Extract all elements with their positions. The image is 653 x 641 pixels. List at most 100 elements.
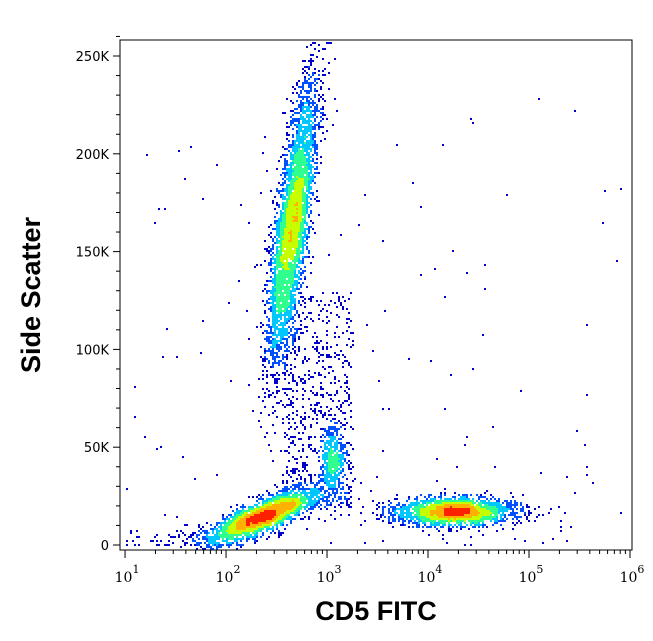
event-dot — [252, 536, 254, 538]
event-dot — [286, 224, 288, 226]
event-dot — [318, 480, 320, 482]
event-dot — [294, 436, 296, 438]
event-dot — [236, 526, 238, 528]
event-dot — [262, 152, 264, 154]
event-dot — [414, 520, 416, 522]
event-dot — [408, 496, 410, 498]
event-dot — [274, 304, 276, 306]
event-dot — [304, 498, 306, 500]
event-dot — [284, 300, 286, 302]
event-dot — [306, 120, 308, 122]
event-dot — [406, 516, 408, 518]
event-dot — [300, 124, 302, 126]
event-dot — [420, 516, 422, 518]
event-dot — [282, 254, 284, 256]
event-dot — [268, 280, 270, 282]
event-dot — [308, 228, 310, 230]
event-dot — [318, 352, 320, 354]
event-dot — [312, 60, 314, 62]
event-dot — [440, 496, 442, 498]
event-dot — [330, 42, 332, 44]
event-dot — [278, 190, 280, 192]
event-dot — [288, 496, 290, 498]
event-dot — [302, 242, 304, 244]
event-dot — [266, 330, 268, 332]
event-dot — [340, 498, 342, 500]
event-dot — [284, 306, 286, 308]
event-dot — [324, 114, 326, 116]
event-dot — [272, 352, 274, 354]
event-dot — [318, 518, 320, 520]
event-dot — [230, 534, 232, 536]
event-dot — [284, 500, 286, 502]
event-dot — [262, 508, 264, 510]
event-dot — [292, 180, 294, 182]
event-dot — [298, 174, 300, 176]
event-dot — [298, 288, 300, 290]
event-dot — [292, 146, 294, 148]
event-dot — [382, 508, 384, 510]
event-dot — [308, 146, 310, 148]
event-dot — [272, 202, 274, 204]
event-dot — [270, 342, 272, 344]
event-dot — [292, 234, 294, 236]
event-dot — [282, 248, 284, 250]
event-dot — [422, 500, 424, 502]
event-dot — [274, 242, 276, 244]
event-dot — [342, 436, 344, 438]
event-dot — [214, 540, 216, 542]
event-dot — [300, 218, 302, 220]
event-dot — [300, 196, 302, 198]
event-dot — [308, 474, 310, 476]
event-dot — [326, 456, 328, 458]
event-dot — [296, 228, 298, 230]
event-dot — [312, 114, 314, 116]
event-dot — [296, 226, 298, 228]
event-dot — [306, 234, 308, 236]
event-dot — [292, 342, 294, 344]
event-dot — [298, 262, 300, 264]
event-dot — [296, 108, 298, 110]
event-dot — [350, 444, 352, 446]
event-dot — [416, 516, 418, 518]
event-dot — [236, 542, 238, 544]
event-dot — [306, 208, 308, 210]
event-dot — [294, 142, 296, 144]
event-dot — [290, 214, 292, 216]
event-dot — [306, 228, 308, 230]
event-dot — [280, 322, 282, 324]
event-dot — [316, 402, 318, 404]
event-dot — [304, 516, 306, 518]
event-dot — [314, 106, 316, 108]
event-dot — [278, 496, 280, 498]
event-dot — [268, 502, 270, 504]
event-dot — [354, 478, 356, 480]
event-dot — [498, 506, 500, 508]
event-dot — [440, 520, 442, 522]
event-dot — [292, 506, 294, 508]
event-dot — [278, 324, 280, 326]
event-dot — [314, 450, 316, 452]
event-dot — [300, 188, 302, 190]
event-dot — [292, 244, 294, 246]
event-dot — [454, 496, 456, 498]
event-dot — [288, 516, 290, 518]
x-tick-base: 10 — [115, 570, 133, 586]
event-dot — [494, 508, 496, 510]
event-dot — [288, 174, 290, 176]
event-dot — [282, 234, 284, 236]
event-dot — [314, 84, 316, 86]
event-dot — [324, 428, 326, 430]
event-dot — [220, 546, 222, 548]
event-dot — [428, 506, 430, 508]
event-dot — [272, 334, 274, 336]
event-dot — [276, 276, 278, 278]
event-dot — [300, 176, 302, 178]
event-dot — [346, 400, 348, 402]
event-dot — [214, 536, 216, 538]
event-dot — [282, 354, 284, 356]
event-dot — [448, 516, 450, 518]
event-dot — [294, 258, 296, 260]
event-dot — [444, 524, 446, 526]
event-dot — [282, 208, 284, 210]
